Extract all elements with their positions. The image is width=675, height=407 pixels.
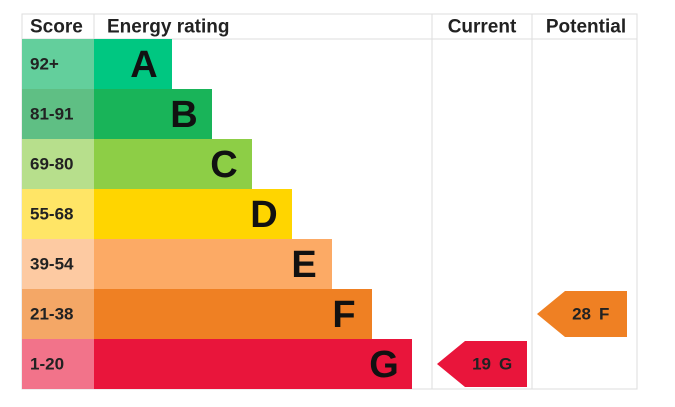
rating-letter: G: [369, 344, 399, 386]
score-cell: [22, 189, 94, 239]
score-cell: [22, 89, 94, 139]
rating-letter: B: [170, 94, 197, 136]
rating-bar: [94, 189, 292, 239]
potential-score: 28: [572, 305, 591, 324]
score-label: 1-20: [30, 355, 64, 374]
rating-letter: D: [250, 194, 277, 236]
current-rating: G: [499, 355, 512, 374]
score-cell: [22, 339, 94, 389]
header-potential: Potential: [546, 17, 626, 38]
rating-bar: [94, 39, 172, 89]
rating-bar: [94, 339, 412, 389]
score-cell: [22, 239, 94, 289]
current-arrow: [437, 341, 527, 387]
score-cell: [22, 289, 94, 339]
rating-letter: E: [291, 244, 316, 286]
rating-letter: A: [130, 44, 157, 86]
potential-arrow: [537, 291, 627, 337]
header-current: Current: [448, 17, 517, 38]
header-score: Score: [30, 17, 83, 38]
rating-bar: [94, 239, 332, 289]
score-label: 81-91: [30, 105, 73, 124]
rating-bar: [94, 289, 372, 339]
current-score: 19: [472, 355, 491, 374]
score-label: 21-38: [30, 305, 73, 324]
score-cell: [22, 139, 94, 189]
header-rating: Energy rating: [107, 17, 229, 38]
rating-bar: [94, 139, 252, 189]
score-label: 92+: [30, 55, 59, 74]
score-label: 69-80: [30, 155, 73, 174]
score-cell: [22, 39, 94, 89]
score-label: 39-54: [30, 255, 74, 274]
rating-letter: F: [332, 294, 355, 336]
rating-bar: [94, 89, 212, 139]
rating-letter: C: [210, 144, 237, 186]
potential-rating: F: [599, 305, 609, 324]
score-label: 55-68: [30, 205, 73, 224]
